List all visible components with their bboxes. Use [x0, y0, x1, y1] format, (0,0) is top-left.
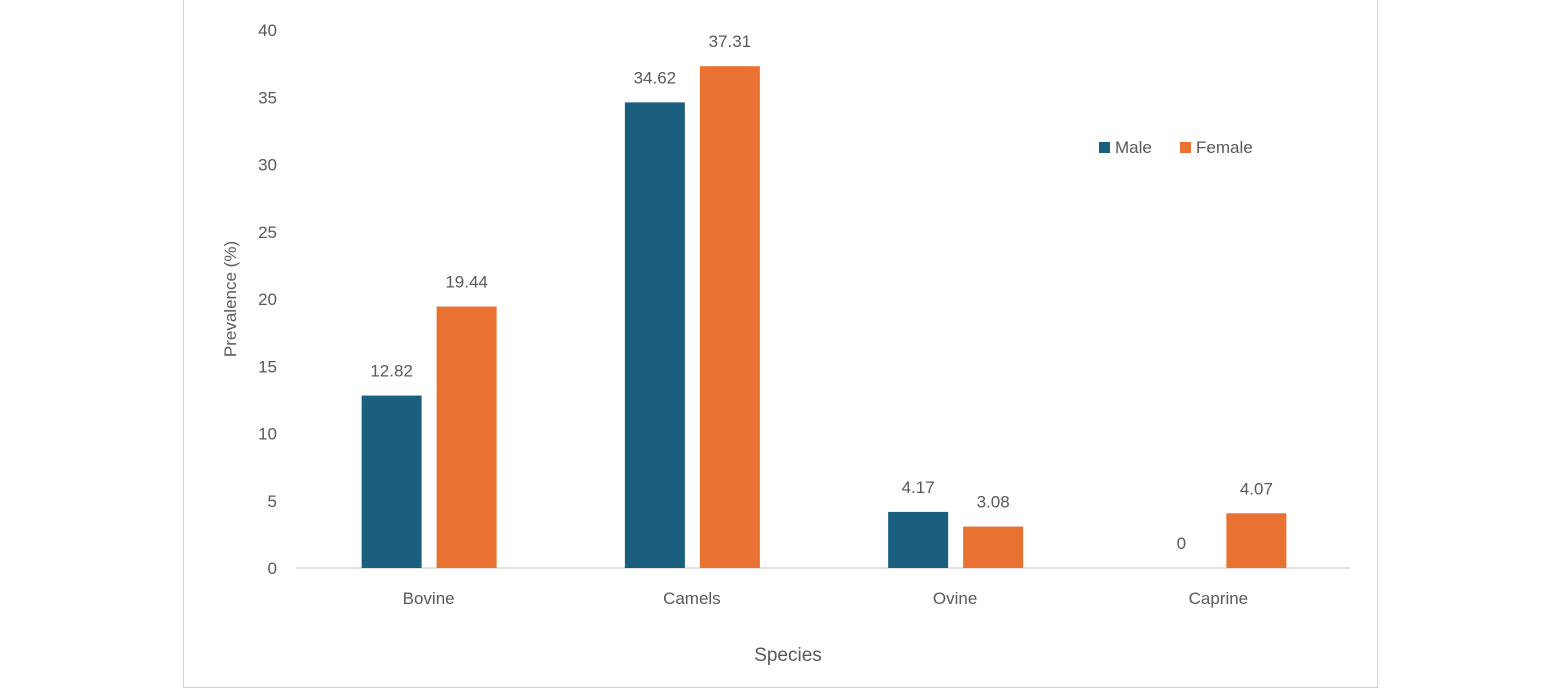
x-tick-label: Caprine [1189, 589, 1249, 608]
x-tick-label: Bovine [403, 589, 455, 608]
data-label: 19.44 [445, 273, 488, 292]
y-tick-label: 5 [268, 492, 277, 511]
bar-female [436, 306, 497, 568]
x-tick-label: Ovine [933, 589, 977, 608]
data-label: 37.31 [709, 32, 752, 51]
legend-label: Male [1115, 138, 1152, 157]
bar-female [1226, 513, 1287, 568]
y-tick-label: 15 [258, 357, 277, 376]
y-tick-label: 0 [268, 559, 277, 578]
y-tick-label: 30 [258, 156, 277, 175]
data-label: 34.62 [634, 68, 677, 87]
y-tick-label: 25 [258, 223, 277, 242]
y-tick-label: 35 [258, 88, 277, 107]
data-label: 4.17 [902, 478, 935, 497]
bar-male [361, 395, 422, 568]
y-tick-label: 10 [258, 425, 277, 444]
bar-female [963, 526, 1024, 568]
bar-male [888, 511, 949, 568]
data-label: 12.82 [370, 362, 413, 381]
data-label: 3.08 [977, 493, 1010, 512]
legend-label: Female [1196, 138, 1253, 157]
x-axis-label: Species [754, 645, 822, 666]
x-tick-label: Camels [663, 589, 721, 608]
data-label: 4.07 [1240, 479, 1273, 498]
legend-swatch-male [1099, 142, 1110, 153]
legend-swatch-female [1180, 142, 1191, 153]
y-tick-label: 20 [258, 290, 277, 309]
bar-male [624, 102, 685, 569]
data-label: 0 [1177, 534, 1186, 553]
y-tick-label: 40 [258, 21, 277, 40]
y-axis-label: Prevalence (%) [221, 241, 240, 357]
bar-female [699, 66, 760, 569]
